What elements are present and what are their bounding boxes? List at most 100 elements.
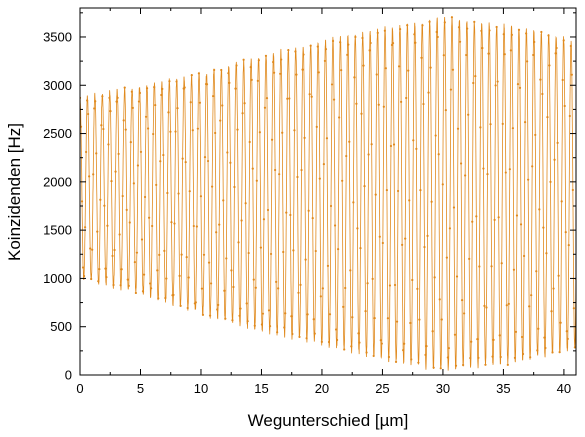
series-point bbox=[546, 115, 549, 119]
series-point bbox=[450, 16, 454, 19]
series-point bbox=[399, 27, 402, 31]
series-point bbox=[290, 315, 293, 318]
series-point bbox=[327, 340, 331, 344]
series-point bbox=[82, 274, 86, 278]
series-point bbox=[253, 324, 256, 327]
series-point bbox=[371, 277, 374, 280]
series-point bbox=[129, 141, 132, 144]
series-point bbox=[505, 304, 508, 307]
series-point bbox=[451, 68, 455, 71]
series-point bbox=[202, 253, 206, 256]
series-point bbox=[310, 95, 313, 98]
series-point bbox=[535, 270, 538, 273]
series-point bbox=[122, 119, 125, 122]
series-point bbox=[395, 320, 399, 323]
series-point bbox=[277, 287, 280, 290]
series-point bbox=[154, 103, 157, 107]
series-point bbox=[384, 67, 387, 70]
series-point bbox=[523, 121, 527, 124]
series-point bbox=[338, 116, 341, 119]
series-point bbox=[396, 189, 400, 193]
series-point bbox=[386, 317, 390, 320]
series-point bbox=[85, 150, 88, 154]
series-point bbox=[467, 113, 470, 116]
series-point bbox=[252, 278, 255, 281]
x-tick-label: 40 bbox=[557, 381, 571, 396]
series-point bbox=[380, 342, 383, 345]
series-point bbox=[474, 75, 477, 78]
series-point bbox=[174, 130, 177, 133]
series-point bbox=[218, 223, 221, 226]
series-point bbox=[146, 127, 150, 130]
series-point bbox=[294, 50, 297, 53]
series-point bbox=[104, 267, 107, 270]
series-point bbox=[326, 264, 330, 267]
series-point bbox=[465, 53, 468, 57]
series-point bbox=[482, 167, 485, 170]
series-point bbox=[276, 331, 279, 334]
series-point bbox=[93, 107, 96, 110]
series-point bbox=[447, 346, 450, 350]
series-point bbox=[251, 167, 254, 170]
series-point bbox=[415, 147, 418, 150]
series-point bbox=[431, 330, 434, 333]
series-point bbox=[551, 351, 554, 354]
series-point bbox=[400, 100, 403, 103]
series-point bbox=[227, 72, 230, 75]
series-point bbox=[342, 305, 345, 308]
series-point bbox=[344, 286, 347, 290]
series-point bbox=[558, 351, 561, 354]
series-point bbox=[278, 173, 281, 176]
series-point bbox=[221, 104, 224, 107]
series-point bbox=[566, 337, 569, 340]
series-point bbox=[117, 152, 120, 156]
series-point bbox=[439, 367, 442, 370]
series-point bbox=[208, 314, 212, 317]
series-point bbox=[181, 157, 184, 160]
series-point bbox=[343, 348, 346, 351]
series-point bbox=[99, 198, 102, 201]
series-point bbox=[448, 227, 451, 230]
series-point bbox=[502, 33, 505, 36]
series-point bbox=[89, 247, 92, 250]
series-point bbox=[125, 208, 128, 212]
series-point bbox=[404, 237, 407, 240]
series-point bbox=[563, 104, 566, 108]
series-point bbox=[302, 53, 305, 56]
series-point bbox=[548, 64, 551, 67]
series-point bbox=[177, 192, 180, 195]
series-point bbox=[406, 24, 409, 27]
series-point bbox=[184, 160, 187, 164]
series-point bbox=[205, 83, 209, 86]
x-tick-label: 35 bbox=[496, 381, 510, 396]
series-point bbox=[568, 114, 571, 118]
series-point bbox=[168, 80, 171, 83]
series-point bbox=[223, 289, 226, 292]
series-point bbox=[446, 356, 449, 359]
series-point bbox=[452, 206, 456, 209]
series-point bbox=[547, 34, 550, 37]
series-point bbox=[247, 251, 250, 255]
series-point bbox=[298, 335, 301, 339]
series-point bbox=[115, 100, 118, 103]
series-point bbox=[485, 306, 488, 309]
series-point bbox=[346, 53, 349, 56]
series-point bbox=[301, 68, 304, 71]
series-point bbox=[224, 317, 227, 320]
series-point bbox=[359, 246, 362, 250]
y-tick-label: 2000 bbox=[43, 174, 72, 189]
series-point bbox=[105, 275, 108, 279]
series-point bbox=[312, 318, 315, 321]
series-point bbox=[274, 168, 277, 172]
series-point bbox=[511, 127, 514, 130]
series-point bbox=[520, 335, 524, 339]
series-point bbox=[332, 98, 336, 101]
series-point bbox=[90, 277, 93, 281]
series-point bbox=[367, 153, 370, 156]
axis-layer: 0 5 10 15 20 25 30 35 40 0 500 1000 1500 2000 2500 3000… bbox=[43, 7, 577, 396]
series-point bbox=[544, 346, 547, 350]
series-point bbox=[449, 88, 453, 91]
series-point bbox=[324, 48, 328, 51]
series-point bbox=[281, 131, 284, 134]
series-point bbox=[484, 363, 487, 366]
